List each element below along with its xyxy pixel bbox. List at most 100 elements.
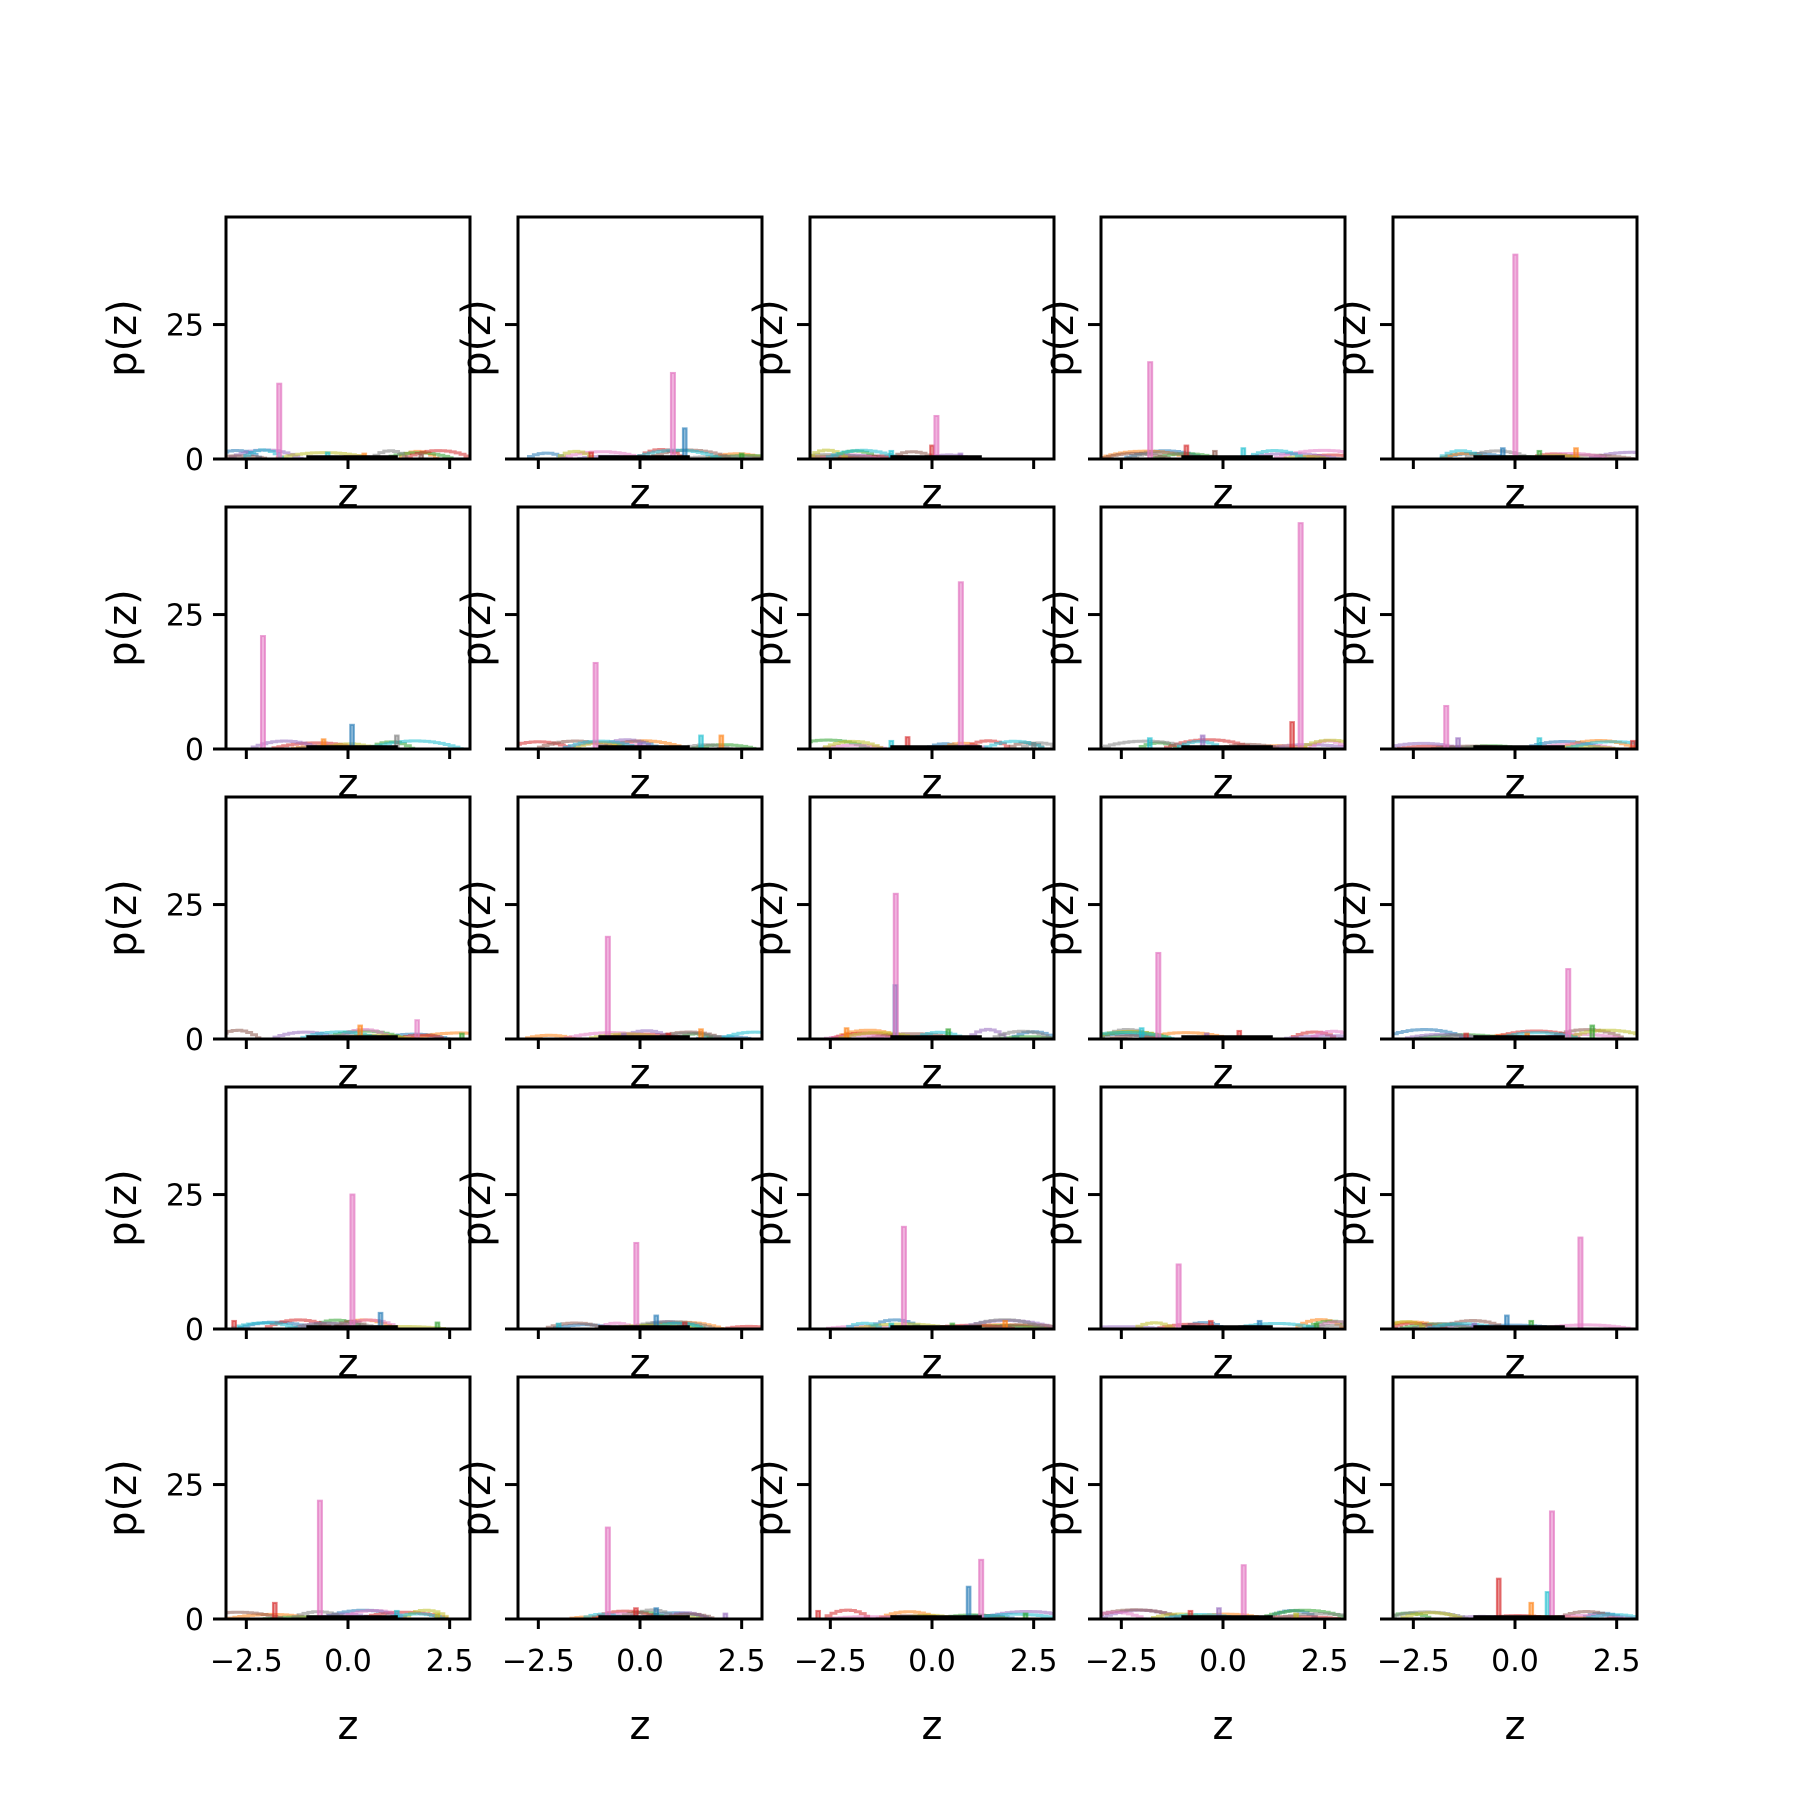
y-axis-label: p(z) (1037, 1459, 1083, 1537)
peak-histogram-bar (604, 935, 611, 1039)
noise-histogram-series (1270, 448, 1345, 459)
subplot-3-3: z p(z) (746, 795, 1056, 1097)
noise-histogram-series (556, 450, 645, 459)
noise-histogram-series (981, 1323, 1054, 1329)
y-tick-label: 25 (166, 309, 204, 344)
y-tick-label: 0 (185, 1023, 204, 1058)
noise-histogram-series (960, 1318, 1044, 1329)
y-axis-label: p(z) (100, 1169, 146, 1247)
noise-histogram-series (533, 739, 617, 749)
x-axis-label: z (630, 471, 651, 517)
x-axis-label: z (338, 1341, 359, 1387)
noise-histogram-series (542, 1321, 606, 1329)
histogram-bump-bar (1528, 1601, 1535, 1619)
noise-histogram-series (1242, 449, 1307, 459)
y-tick-label: 0 (185, 443, 204, 478)
y-axis-label: p(z) (1329, 299, 1375, 377)
subplot-2-2: z p(z) (454, 505, 764, 807)
x-axis-label: z (1505, 471, 1526, 517)
peak-histogram-bar (1512, 253, 1519, 459)
subplot-4-3: z p(z) (746, 1085, 1056, 1387)
histogram-bump-bar (377, 1311, 384, 1329)
subplot-2-5: z p(z) (1329, 505, 1639, 807)
histogram-bump-bar (418, 453, 425, 459)
subplot-3-5: z p(z) (1329, 795, 1639, 1097)
axes-frame (1391, 1375, 1639, 1621)
peak-histogram-bar (1147, 361, 1154, 459)
histogram-bump-bar (1256, 1319, 1263, 1329)
plot-area (1393, 704, 1637, 749)
axes-frame (224, 215, 472, 461)
plot-area (1393, 1510, 1637, 1619)
x-tick-label: −2.5 (794, 1644, 867, 1679)
x-tick-label: 0.0 (616, 1644, 664, 1679)
x-axis-label: z (630, 1703, 651, 1749)
peak-histogram-bar (900, 1225, 907, 1329)
axes-frame (516, 1085, 764, 1331)
histogram-bump-bar (1536, 737, 1543, 749)
y-axis-label: p(z) (1037, 879, 1083, 957)
plot-area (226, 1499, 449, 1619)
peak-histogram-bar (669, 371, 676, 459)
plot-area (542, 1241, 762, 1329)
subplot-5-2: −2.5 0.0 2.5 z p(z) (454, 1375, 766, 1749)
noise-histogram-series (810, 738, 870, 749)
y-axis-label: p(z) (454, 1169, 500, 1247)
axes-frame (1099, 1085, 1347, 1331)
axes-frame (808, 1085, 1056, 1331)
x-tick-label: −2.5 (1085, 1644, 1158, 1679)
axes-frame (1099, 505, 1347, 751)
histogram-bump-bar (1573, 447, 1579, 459)
plot-area (1101, 361, 1345, 459)
axes-frame (1099, 215, 1347, 461)
noise-histogram-series (842, 1321, 882, 1329)
histogram-bump-bar (1495, 1577, 1502, 1619)
histogram-bump-bar (1528, 1319, 1535, 1329)
histogram-bump-bar (1589, 1024, 1596, 1039)
axes-frame (1099, 795, 1347, 1041)
histogram-bump-bar (888, 739, 895, 749)
noise-histogram-series (226, 1610, 287, 1619)
plot-area (1101, 522, 1345, 749)
histogram-bump-bar (738, 452, 745, 459)
y-axis-label: p(z) (454, 1459, 500, 1537)
peak-histogram-bar (1577, 1236, 1584, 1329)
histogram-bump-bar (1187, 1609, 1194, 1619)
axes-frame (516, 1375, 764, 1621)
x-tick-label: −2.5 (1377, 1644, 1450, 1679)
x-axis-label: z (922, 1051, 943, 1097)
x-axis-label: z (1505, 1051, 1526, 1097)
y-axis-label: p(z) (100, 1459, 146, 1537)
x-axis-label: z (1213, 1341, 1234, 1387)
subplot-1-5: z p(z) (1329, 215, 1639, 517)
x-tick-label: 2.5 (1010, 1644, 1058, 1679)
axes-frame (224, 795, 472, 1041)
noise-histogram-series (1132, 1321, 1176, 1329)
histogram-bump-bar (1002, 1319, 1009, 1329)
peak-histogram-bar (1565, 968, 1572, 1039)
noise-histogram-series (518, 740, 575, 749)
noise-histogram-series (718, 1030, 762, 1039)
x-axis-label: z (922, 1341, 943, 1387)
x-tick-label: 0.0 (1199, 1644, 1247, 1679)
peak-histogram-bar (1240, 1564, 1247, 1619)
histogram-bump-bar (815, 1609, 821, 1619)
y-axis-label: p(z) (1329, 879, 1375, 957)
x-tick-label: 2.5 (426, 1644, 474, 1679)
histogram-bump-bar (1138, 1027, 1145, 1039)
histogram-bump-bar (843, 1027, 850, 1039)
noise-histogram-series (369, 449, 409, 459)
histogram-bump-bar (1630, 739, 1636, 749)
subplot-4-2: z p(z) (454, 1085, 764, 1387)
peak-histogram-bar (892, 892, 899, 1039)
axes-frame (224, 1085, 472, 1331)
plot-area (810, 414, 982, 459)
axes-frame (516, 215, 764, 461)
subplot-4-4: z p(z) (1037, 1085, 1347, 1387)
x-axis-label: z (338, 1703, 359, 1749)
axes-frame (808, 505, 1056, 751)
x-axis-label: z (338, 471, 359, 517)
peak-histogram-bar (1155, 951, 1162, 1039)
y-tick-label: 25 (166, 889, 204, 924)
noise-histogram-series (821, 1608, 871, 1619)
